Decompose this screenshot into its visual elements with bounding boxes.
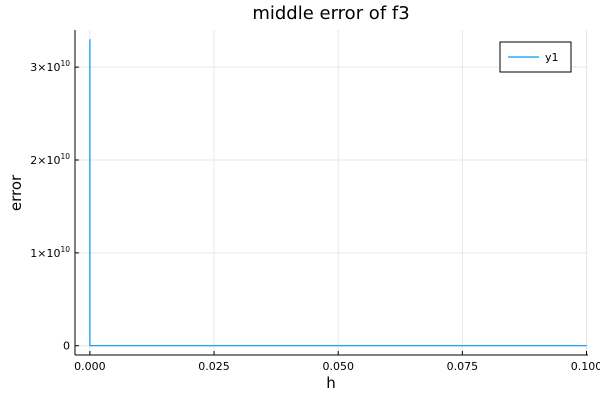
x-tick-label: 0.000 bbox=[74, 360, 106, 373]
y-axis-label: error bbox=[7, 174, 25, 211]
x-axis-label: h bbox=[326, 374, 336, 392]
x-tick-label: 0.050 bbox=[322, 360, 354, 373]
legend-label-y1: y1 bbox=[545, 51, 559, 64]
y-tick-label: 1×1010 bbox=[30, 245, 70, 260]
x-tick-label: 0.100 bbox=[571, 360, 600, 373]
axes-layer bbox=[74, 30, 588, 356]
series-layer bbox=[89, 39, 587, 347]
x-tick-label: 0.025 bbox=[198, 360, 230, 373]
y-tick-label: 3×1010 bbox=[30, 59, 70, 74]
grid-layer bbox=[75, 30, 588, 355]
legend: y1 bbox=[499, 41, 572, 73]
ticks-layer: 0.000 0.025 0.050 0.075 0.100 0 1×1010 2×1010 3×… bbox=[30, 59, 600, 373]
x-tick-label: 0.075 bbox=[447, 360, 479, 373]
series-line-y1 bbox=[89, 39, 587, 347]
y-tick-label: 0 bbox=[63, 340, 70, 353]
y-tick-label: 2×1010 bbox=[30, 152, 70, 167]
chart-title: middle error of f3 bbox=[252, 3, 409, 24]
